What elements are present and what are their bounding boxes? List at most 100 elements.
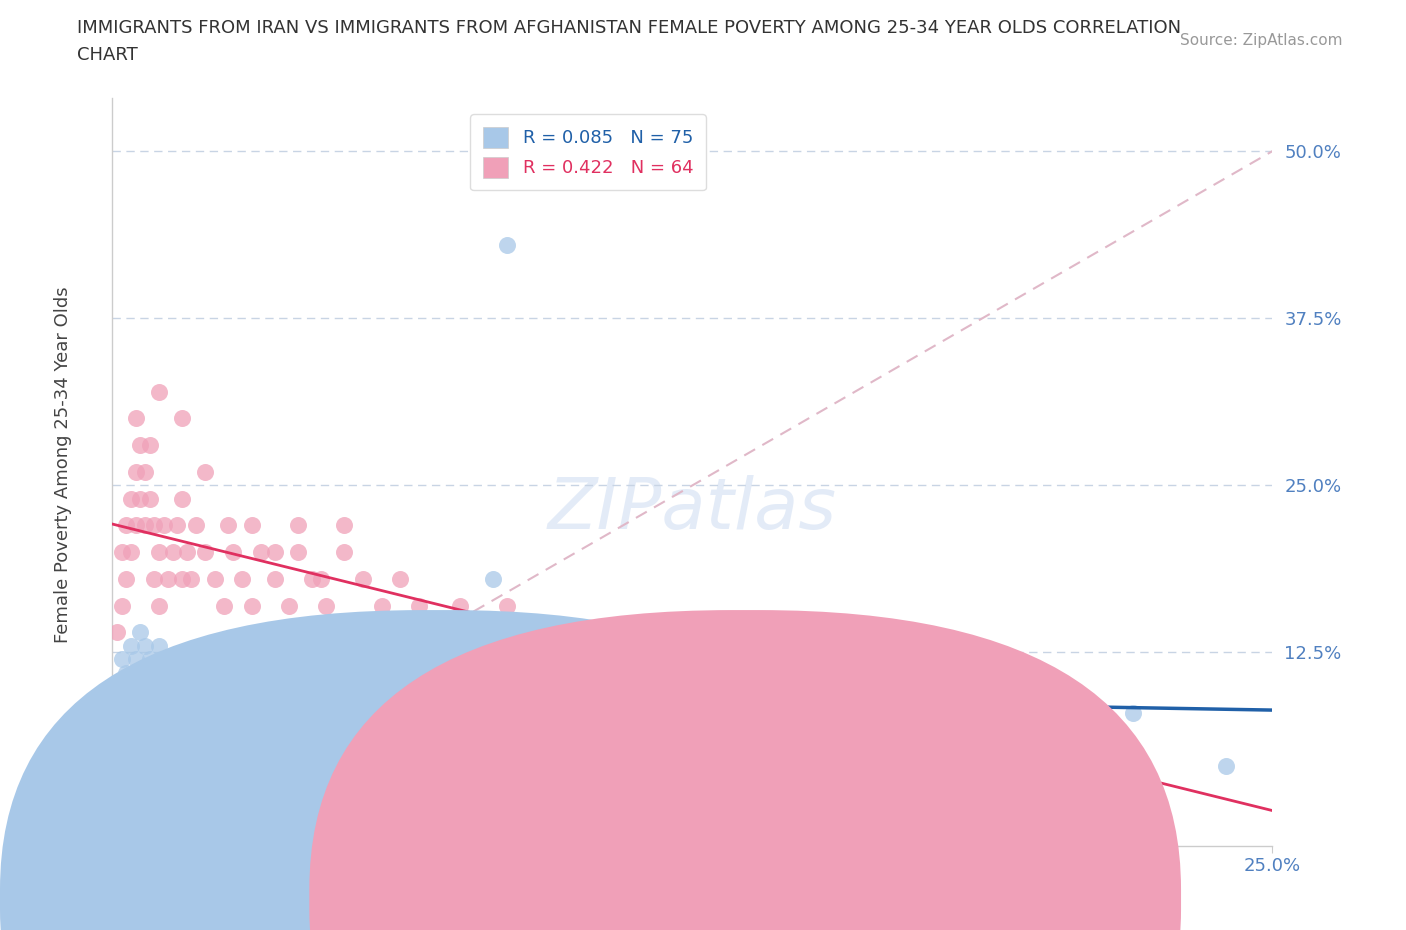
Point: [120, 638, 142, 653]
Point: [797, 692, 820, 707]
Point: [134, 719, 156, 734]
Point: [250, 545, 273, 560]
Point: [162, 705, 184, 720]
Point: [157, 571, 180, 587]
Point: [115, 518, 138, 533]
Point: [166, 518, 188, 533]
Text: ZIPatlas: ZIPatlas: [548, 475, 837, 544]
Point: [240, 719, 263, 734]
Point: [124, 518, 148, 533]
Point: [120, 679, 142, 694]
Point: [157, 679, 180, 694]
Point: [658, 692, 681, 707]
Point: [890, 719, 912, 734]
Point: [184, 679, 207, 694]
Point: [194, 465, 217, 480]
Point: [124, 732, 148, 747]
Point: [240, 518, 263, 533]
Legend: R = 0.085   N = 75, R = 0.422   N = 64: R = 0.085 N = 75, R = 0.422 N = 64: [470, 114, 706, 190]
Point: [218, 518, 240, 533]
Point: [333, 545, 356, 560]
Point: [148, 598, 170, 613]
Point: [143, 705, 166, 720]
Point: [212, 598, 235, 613]
Point: [166, 692, 188, 707]
Point: [194, 692, 217, 707]
Point: [134, 518, 156, 533]
Point: [264, 545, 287, 560]
Point: [543, 652, 565, 667]
Point: [1122, 705, 1144, 720]
Point: [172, 571, 194, 587]
Point: [143, 665, 166, 680]
Point: [250, 692, 273, 707]
Point: [134, 705, 156, 720]
Point: [120, 491, 142, 506]
Point: [148, 545, 170, 560]
Point: [124, 465, 148, 480]
Point: [138, 692, 160, 707]
Point: [352, 571, 374, 587]
Point: [301, 571, 323, 587]
Text: IMMIGRANTS FROM IRAN VS IMMIGRANTS FROM AFGHANISTAN FEMALE POVERTY AMONG 25-34 Y: IMMIGRANTS FROM IRAN VS IMMIGRANTS FROM …: [77, 19, 1181, 36]
Point: [105, 625, 128, 640]
Point: [450, 719, 472, 734]
Point: [129, 491, 152, 506]
Point: [180, 571, 202, 587]
Point: [129, 625, 152, 640]
Point: [370, 598, 392, 613]
Point: [172, 411, 194, 426]
Point: [352, 705, 374, 720]
Point: [208, 719, 231, 734]
Point: [134, 638, 156, 653]
Point: [111, 652, 134, 667]
Point: [124, 411, 148, 426]
Point: [138, 732, 160, 747]
Point: [277, 719, 299, 734]
Point: [124, 652, 148, 667]
Point: [162, 545, 184, 560]
Point: [134, 679, 156, 694]
Point: [204, 571, 226, 587]
Point: [496, 598, 519, 613]
Point: [259, 705, 281, 720]
Point: [1215, 759, 1237, 774]
Point: [172, 679, 194, 694]
Point: [240, 598, 263, 613]
Point: [129, 438, 152, 453]
Point: [115, 692, 138, 707]
Point: [612, 705, 634, 720]
Point: [143, 571, 166, 587]
Point: [218, 692, 240, 707]
Point: [162, 665, 184, 680]
Point: [184, 719, 207, 734]
Point: [231, 571, 253, 587]
Text: Female Poverty Among 25-34 Year Olds: Female Poverty Among 25-34 Year Olds: [55, 286, 72, 644]
Point: [184, 518, 207, 533]
Point: [111, 545, 134, 560]
Point: [134, 465, 156, 480]
Point: [496, 237, 519, 252]
Point: [111, 598, 134, 613]
Point: [176, 705, 198, 720]
Point: [309, 571, 333, 587]
Point: [519, 625, 541, 640]
Point: [1029, 732, 1052, 747]
Point: [124, 692, 148, 707]
Point: [143, 518, 166, 533]
Point: [315, 598, 337, 613]
Point: [450, 598, 472, 613]
Point: [519, 692, 541, 707]
Point: [176, 665, 198, 680]
Point: [120, 719, 142, 734]
Text: Immigrants from Iran: Immigrants from Iran: [461, 890, 652, 909]
Point: [269, 679, 291, 694]
Point: [129, 705, 152, 720]
Point: [180, 692, 202, 707]
Point: [287, 545, 309, 560]
Point: [565, 719, 588, 734]
Point: [115, 665, 138, 680]
Point: [172, 491, 194, 506]
Point: [138, 652, 160, 667]
Point: [264, 571, 287, 587]
